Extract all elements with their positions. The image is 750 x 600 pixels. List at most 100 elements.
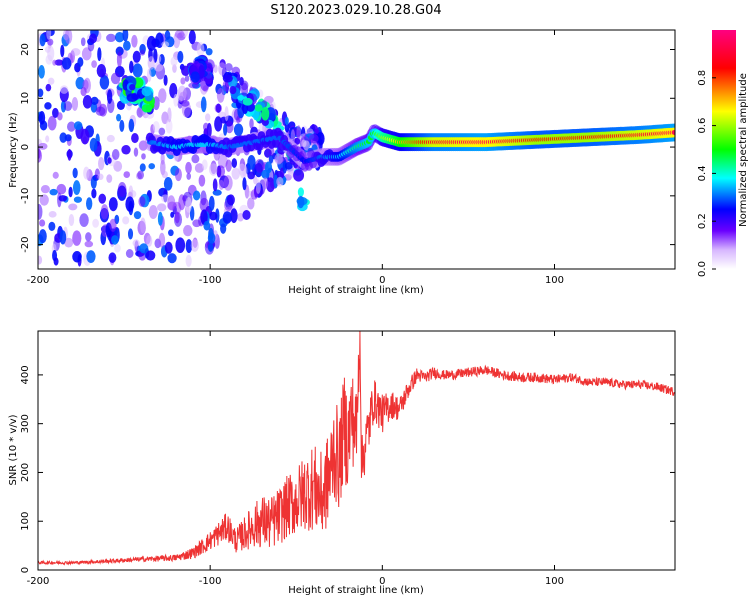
snr-ylabel: SNR (10 * v/v): [8, 414, 19, 485]
heatmap-cell: [72, 167, 78, 179]
heatmap-cell: [175, 237, 186, 254]
heatmap-cell: [40, 185, 50, 194]
heatmap-cell: [188, 30, 196, 45]
heatmap-cell: [108, 252, 117, 263]
heatmap-cell: [80, 128, 90, 145]
spectrogram-ylabel: Frequency (Hz): [8, 112, 19, 188]
heatmap-cell: [158, 127, 166, 136]
colorbar-tick-label: 0.0: [697, 261, 708, 277]
heatmap-cell: [157, 211, 163, 226]
heatmap-cell: [59, 132, 67, 143]
heatmap-cell: [185, 239, 193, 254]
heatmap-cell: [67, 148, 72, 161]
heatmap-cell: [91, 60, 97, 68]
heatmap-cell: [106, 33, 116, 43]
heatmap-cell: [114, 32, 125, 43]
heatmap-cell: [316, 131, 325, 146]
colorbar-gradient: [712, 30, 736, 269]
heatmap-cell: [174, 30, 185, 39]
heatmap-cell: [115, 46, 124, 56]
heatmap-cell: [276, 176, 284, 187]
heatmap-cell: [100, 204, 109, 220]
heatmap-cell: [116, 51, 122, 68]
heatmap-cell: [284, 116, 289, 126]
heatmap-cell: [165, 118, 173, 134]
colorbar-tick-label: 0.6: [697, 118, 708, 134]
heatmap-cell: [181, 99, 190, 107]
heatmap-cell: [57, 112, 63, 121]
heatmap-cell: [158, 232, 166, 248]
heatmap-cell: [64, 237, 74, 248]
heatmap-cell: [238, 163, 246, 176]
heatmap-cell: [73, 121, 83, 131]
heatmap-cell: [207, 243, 214, 252]
heatmap-cell: [146, 35, 157, 52]
heatmap-cell: [177, 50, 184, 63]
heatmap-cell: [161, 170, 168, 179]
snr-ytick-label: 0: [20, 567, 31, 573]
heatmap-branch-cell: [261, 106, 270, 121]
heatmap-cell: [158, 88, 167, 104]
heatmap-cell: [39, 219, 46, 227]
heatmap-cell: [168, 229, 174, 237]
heatmap-cell: [67, 121, 76, 132]
heatmap-cell: [225, 159, 232, 172]
heatmap-cell: [191, 154, 200, 164]
spectrogram-xlabel: Height of straight line (km): [288, 285, 424, 296]
heatmap-cell: [97, 47, 102, 62]
heatmap-cell: [264, 161, 273, 174]
heatmap-cell: [284, 122, 290, 133]
heatmap-cell: [107, 157, 112, 164]
heatmap-cell: [72, 251, 82, 263]
snr-series-line: [38, 331, 675, 566]
heatmap-cell: [247, 155, 256, 170]
heatmap-cell: [95, 106, 106, 116]
heatmap-cell: [214, 103, 223, 113]
heatmap-cell: [214, 116, 223, 132]
heatmap-cell: [160, 152, 165, 165]
heatmap-cell: [198, 174, 206, 187]
heatmap-cell: [216, 88, 225, 103]
spectrogram-frame: [37, 29, 676, 270]
heatmap-cell: [108, 197, 118, 212]
heatmap-branch-cell: [126, 93, 139, 102]
heatmap-cell: [194, 163, 205, 173]
heatmap-branch-cell: [293, 169, 305, 182]
heatmap-cell: [208, 195, 215, 211]
heatmap-cell: [64, 30, 73, 45]
heatmap-branch-cell: [229, 85, 237, 95]
heatmap-cell: [174, 211, 180, 224]
heatmap-branch-cell: [241, 82, 249, 97]
snr-xtick-label: -200: [27, 576, 50, 587]
heatmap-cell: [180, 77, 186, 85]
heatmap-cell: [39, 194, 49, 206]
heatmap-cell: [218, 179, 225, 190]
heatmap-cell: [75, 76, 85, 90]
heatmap-cell: [185, 197, 192, 213]
heatmap-cell: [207, 232, 216, 244]
heatmap-cell: [48, 221, 56, 231]
heatmap-cell: [226, 194, 235, 206]
heatmap-cell: [139, 49, 146, 56]
heatmap-branch-cell: [242, 97, 253, 106]
heatmap-cell: [147, 56, 155, 70]
spectrogram-ytick-label: 10: [20, 92, 31, 105]
heatmap-cell: [72, 180, 81, 196]
heatmap-cell: [58, 195, 68, 202]
heatmap-cell: [157, 203, 164, 211]
heatmap-cell: [92, 218, 99, 228]
heatmap-cell: [269, 147, 275, 157]
heatmap-cell: [212, 178, 218, 192]
heatmap-cell: [201, 159, 208, 171]
figure-title: S120.2023.029.10.28.G04: [270, 3, 441, 18]
heatmap-cell: [106, 174, 113, 183]
heatmap-cell: [172, 64, 177, 73]
heatmap-cell: [106, 134, 115, 143]
heatmap-cell: [217, 154, 228, 169]
heatmap-cell: [192, 190, 201, 201]
spectrogram-ytick-label: 0: [20, 144, 31, 150]
heatmap-cell: [185, 161, 192, 174]
snr-panel: -200 -100 0 100 0 100 200 300 400 Height of stra…: [8, 330, 676, 596]
colorbar-tick-label: 0.8: [697, 70, 708, 86]
